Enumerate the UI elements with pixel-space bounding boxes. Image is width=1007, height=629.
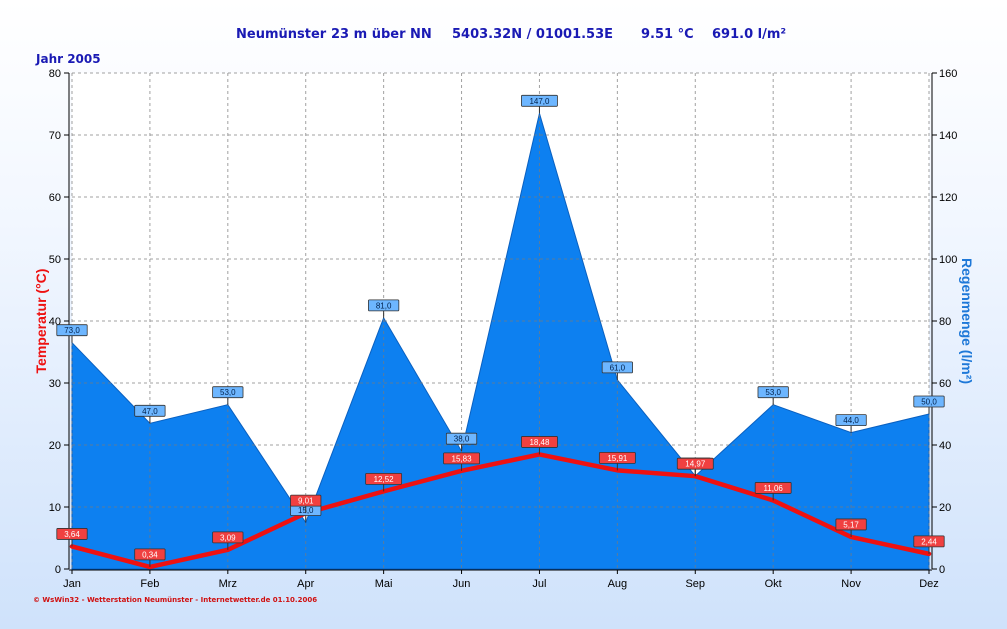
y-tick-label-left: 60	[49, 192, 61, 204]
temp-label-box	[56, 528, 88, 540]
rain-label: 38,0	[454, 435, 470, 444]
temp-label-box	[598, 451, 636, 464]
x-tick-label: Jun	[453, 578, 471, 590]
rain-label-box	[521, 94, 558, 107]
y-tick-label-right: 0	[939, 564, 945, 576]
temperature-line	[69, 452, 932, 570]
y-tick-label-right: 100	[939, 254, 957, 266]
rain-label-box	[835, 414, 867, 427]
y-tick-label-right: 40	[939, 440, 951, 452]
x-tick-label: Mrz	[219, 578, 237, 590]
temp-label-box	[443, 452, 480, 465]
rain-label: 53,0	[765, 388, 781, 397]
temp-label: 12,52	[374, 475, 395, 484]
rain-label: 61,0	[610, 363, 626, 372]
temp-label-box	[134, 548, 166, 561]
x-tick-label: Apr	[297, 578, 314, 590]
rain-label-box	[368, 299, 400, 312]
temp-label: 15,83	[452, 454, 473, 463]
y-axis-title-right: Regenmenge (l/m²)	[959, 258, 975, 384]
temp-label: 0,34	[142, 550, 158, 559]
temp-label: 5,17	[843, 520, 859, 529]
rain-label-box	[913, 395, 945, 408]
temp-label: 15,91	[607, 454, 628, 463]
y-tick-label-left: 20	[49, 440, 61, 452]
y-tick-label-left: 0	[55, 564, 61, 576]
x-tick-label: Mai	[375, 578, 393, 590]
temp-label-box	[913, 535, 945, 548]
rain-label: 81,0	[376, 301, 392, 310]
y-tick-label-left: 50	[49, 254, 61, 266]
x-tick-label: Feb	[140, 578, 159, 590]
x-tick-label: Okt	[765, 578, 782, 590]
rain-label-box	[445, 432, 478, 445]
x-tick-label: Sep	[685, 578, 705, 590]
temp-label-box	[365, 472, 403, 485]
x-tick-label: Aug	[608, 578, 628, 590]
temp-label: 11,06	[763, 484, 783, 493]
rain-label-box	[757, 386, 789, 399]
temp-label: 9,01	[298, 497, 314, 506]
y-tick-label-left: 10	[49, 502, 61, 514]
header-rain-total: 691.0 l/m²	[712, 27, 787, 42]
x-tick-label: Jul	[532, 578, 546, 590]
header-elevation: 23 m über NN	[331, 27, 432, 42]
rain-label: 147,0	[529, 97, 550, 106]
y-tick-label-right: 120	[939, 192, 957, 204]
temp-label-box	[212, 531, 244, 544]
y-tick-label-left: 80	[49, 68, 61, 80]
y-tick-label-left: 70	[49, 130, 61, 142]
temp-label: 14,97	[685, 460, 706, 469]
temp-label: 3,09	[220, 533, 236, 542]
rain-label: 53,0	[220, 388, 236, 397]
year-label: Jahr 2005	[36, 52, 101, 66]
y-tick-label-right: 160	[939, 68, 957, 80]
rain-label-box	[601, 361, 633, 374]
x-tick-label: Dez	[919, 578, 939, 590]
temp-label: 3,64	[64, 530, 80, 539]
y-tick-label-right: 80	[939, 316, 951, 328]
header-temp-avg: 9.51 °C	[641, 27, 694, 42]
x-tick-label: Nov	[841, 578, 861, 590]
copyright-footer: © WsWin32 - Wetterstation Neumünster - I…	[33, 596, 318, 604]
rain-label: 44,0	[843, 416, 859, 425]
temp-label-box	[754, 482, 792, 494]
rain-label-box	[134, 404, 166, 417]
temp-label-box	[676, 457, 714, 470]
temp-label-box	[521, 436, 558, 448]
y-tick-label-right: 60	[939, 378, 951, 390]
y-tick-label-right: 20	[939, 502, 951, 514]
header-coords: 5403.32N / 01001.53E	[452, 27, 614, 42]
rain-label: 47,0	[142, 407, 158, 416]
temp-label-box	[835, 518, 867, 531]
y-tick-label-left: 30	[49, 378, 61, 390]
rain-label: 73,0	[64, 326, 80, 335]
temp-label: 2,44	[921, 537, 937, 546]
rain-label-box	[56, 324, 88, 337]
y-axis-title-left: Temperatur (°C)	[33, 269, 49, 374]
header-station: Neumünster	[236, 27, 327, 42]
x-tick-label: Jan	[63, 578, 81, 590]
temp-label: 18,48	[529, 438, 550, 447]
rain-label: 50,0	[921, 398, 937, 407]
rain-label-box	[212, 386, 244, 399]
y-tick-label-right: 140	[939, 130, 957, 142]
temp-label-box	[290, 494, 322, 507]
